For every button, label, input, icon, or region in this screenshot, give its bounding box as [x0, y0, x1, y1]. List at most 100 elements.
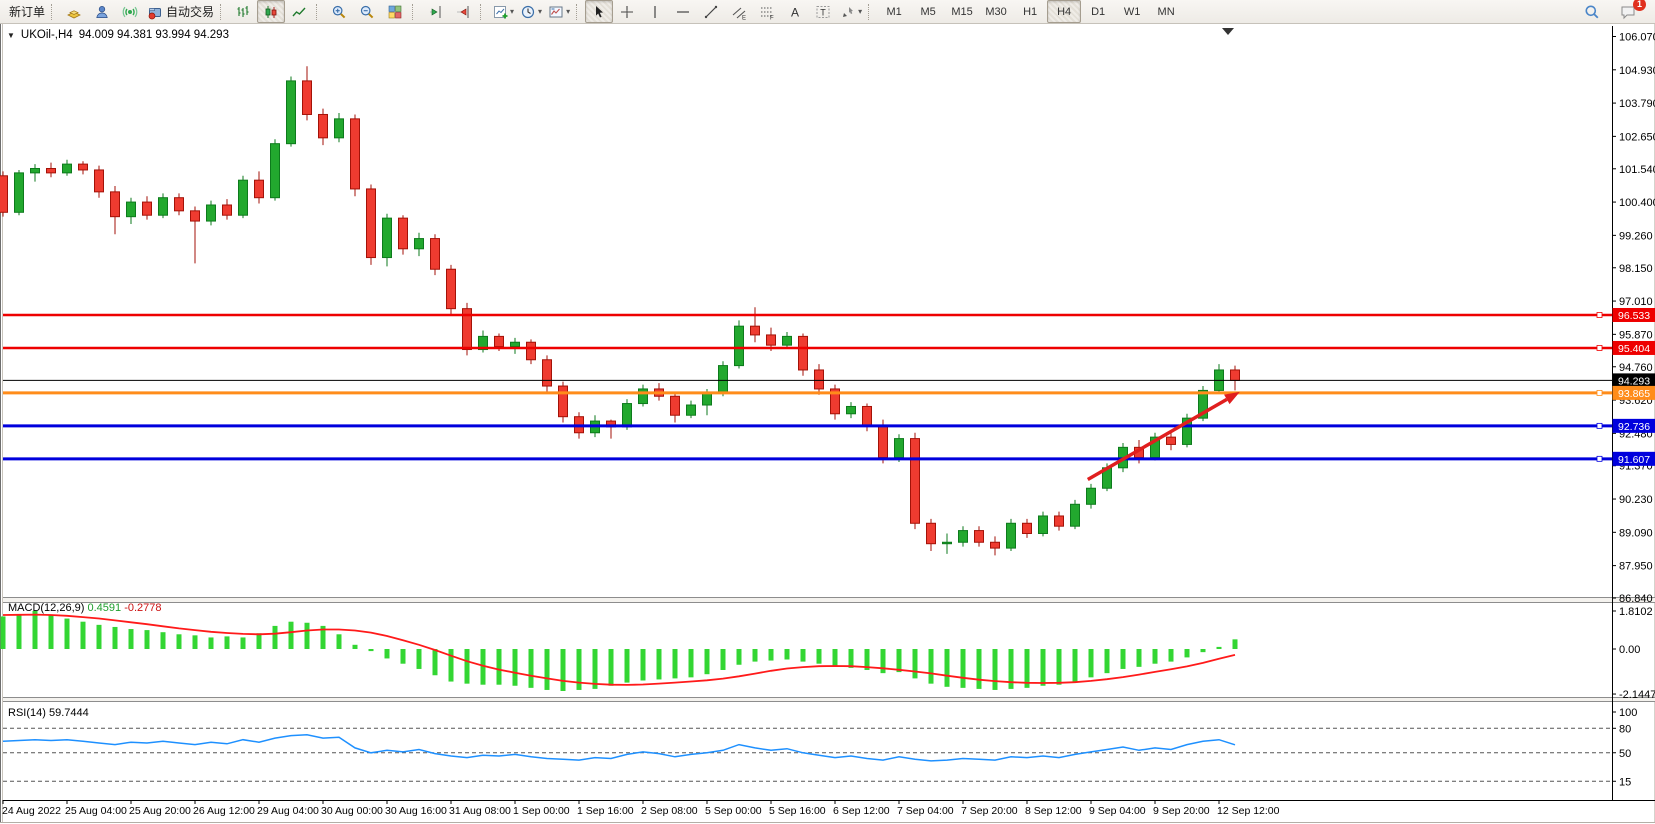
time-tick: 1 Sep 00:00 [513, 805, 570, 817]
candle [430, 238, 440, 270]
macd-bar [544, 649, 550, 690]
macd-bar [144, 630, 150, 649]
tf-button-M1[interactable]: M1 [886, 5, 902, 18]
macd-bar [528, 649, 534, 688]
vertical-line-button[interactable] [641, 0, 669, 23]
candle [1182, 417, 1192, 445]
macd-main-value: 0.4591 [87, 602, 122, 614]
horizontal-line-93.865[interactable]: 93.865 [3, 385, 1655, 400]
label-button[interactable]: T [809, 0, 837, 23]
tf-button-M15[interactable]: M15 [951, 5, 973, 18]
channel-button[interactable]: E [725, 0, 753, 23]
price-tag-text: 96.533 [1618, 310, 1650, 322]
tf-button-M30[interactable]: M30 [985, 5, 1007, 18]
candlestick-button[interactable] [257, 0, 286, 23]
label-icon: T [815, 4, 831, 20]
pane-separator-2[interactable] [3, 697, 1655, 702]
zoom-out-button[interactable] [353, 0, 381, 23]
notifications-button[interactable]: 1 [1614, 0, 1646, 23]
macd-bar [1008, 649, 1014, 689]
macd-bar [384, 649, 390, 659]
rsi-axis[interactable]: 100 80 50 15 [1612, 707, 1637, 788]
horizontal-line-91.607[interactable]: 91.607 [3, 451, 1655, 466]
toolbar-grip [576, 3, 581, 20]
horizontal-line-95.404[interactable]: 95.404 [3, 340, 1655, 355]
support-button[interactable] [88, 0, 116, 23]
candle [990, 541, 1000, 549]
tf-button-H4[interactable]: H4 [1047, 0, 1082, 23]
line-handle[interactable] [1596, 312, 1603, 318]
macd-bar [0, 616, 6, 649]
line-handle[interactable] [1596, 455, 1603, 462]
chart-shift-marker[interactable] [1222, 28, 1234, 35]
candle [1086, 487, 1096, 505]
gold-button[interactable] [60, 0, 88, 23]
horizontal-line-92.736[interactable]: 92.736 [3, 418, 1655, 433]
candle [958, 530, 968, 543]
line-chart-icon [291, 4, 307, 20]
candle [206, 204, 216, 222]
pane-separator-1[interactable] [3, 597, 1655, 603]
svg-text:E: E [742, 15, 746, 20]
time-tick: 31 Aug 08:00 [449, 805, 511, 817]
tf-button-H1[interactable]: H1 [1023, 5, 1038, 18]
signal-button[interactable] [116, 0, 144, 23]
line-handle[interactable] [1596, 345, 1603, 351]
indicators-button[interactable]: ▾ [489, 0, 517, 23]
bar-chart-button[interactable] [229, 0, 257, 23]
autotrading-button[interactable]: 自动交易 [144, 0, 217, 23]
macd-bar [1072, 649, 1078, 682]
zoom-in-button[interactable] [325, 0, 353, 23]
horizontal-line-button[interactable] [669, 0, 697, 23]
arrow-annotation[interactable] [1086, 391, 1240, 481]
trendline-button[interactable] [697, 0, 725, 23]
candle [830, 388, 840, 415]
price-axis[interactable]: 106.070 104.930 103.790 102.650 101.540 100.4… [1612, 26, 1655, 800]
rsi-value: 59.7444 [48, 707, 89, 719]
candle [750, 325, 760, 336]
tf-button-MN[interactable]: MN [1157, 5, 1175, 18]
crosshair-button[interactable] [613, 0, 641, 23]
shapes-button[interactable]: ▾ [837, 0, 865, 23]
search-button[interactable] [1578, 0, 1606, 23]
tf-button-M5[interactable]: M5 [920, 5, 936, 18]
periods-button[interactable]: ▾ [517, 0, 545, 23]
cursor-button[interactable] [585, 0, 614, 23]
tf-button-D1[interactable]: D1 [1091, 5, 1106, 18]
candle [190, 210, 200, 222]
templates-button[interactable]: ▾ [545, 0, 573, 23]
chart-shift-button[interactable] [449, 0, 477, 23]
macd-bar [880, 649, 886, 674]
chart-menu-icon[interactable]: ▼ [7, 30, 15, 40]
fibonacci-button[interactable]: F [753, 0, 781, 23]
price-tag [1612, 418, 1655, 433]
new-order-button[interactable]: 新订单 [3, 0, 48, 23]
tile-windows-button[interactable] [381, 0, 409, 23]
candle [350, 118, 360, 190]
macd-bar [240, 637, 246, 649]
line-handle[interactable] [1596, 389, 1603, 396]
autoscroll-button[interactable] [421, 0, 449, 23]
tiles-icon [387, 4, 403, 20]
candle [126, 201, 136, 218]
macd-bar [128, 629, 134, 649]
current-price-94.293[interactable]: 94.293 [3, 373, 1655, 388]
text-button[interactable]: A [781, 0, 809, 23]
macd-tick: -2.1447 [1619, 689, 1655, 701]
macd-signal-line [2, 613, 1236, 686]
macd-bar [624, 649, 630, 683]
time-tick: 7 Sep 04:00 [897, 805, 954, 817]
macd-axis[interactable]: 1.8102 0.00 -2.1447 [1612, 606, 1655, 701]
candle [910, 438, 920, 524]
macd-bar [1104, 649, 1110, 674]
candle [1198, 389, 1208, 419]
line-handle[interactable] [1596, 422, 1603, 429]
line-chart-button[interactable] [285, 0, 313, 23]
macd-bar [224, 636, 230, 649]
tf-button-W1[interactable]: W1 [1123, 5, 1141, 18]
time-axis[interactable]: 24 Aug 2022 25 Aug 04:00 25 Aug 20:00 26 Au… [2, 800, 1655, 817]
horizontal-line-96.533[interactable]: 96.533 [3, 307, 1655, 322]
candlestick-icon [263, 4, 279, 20]
